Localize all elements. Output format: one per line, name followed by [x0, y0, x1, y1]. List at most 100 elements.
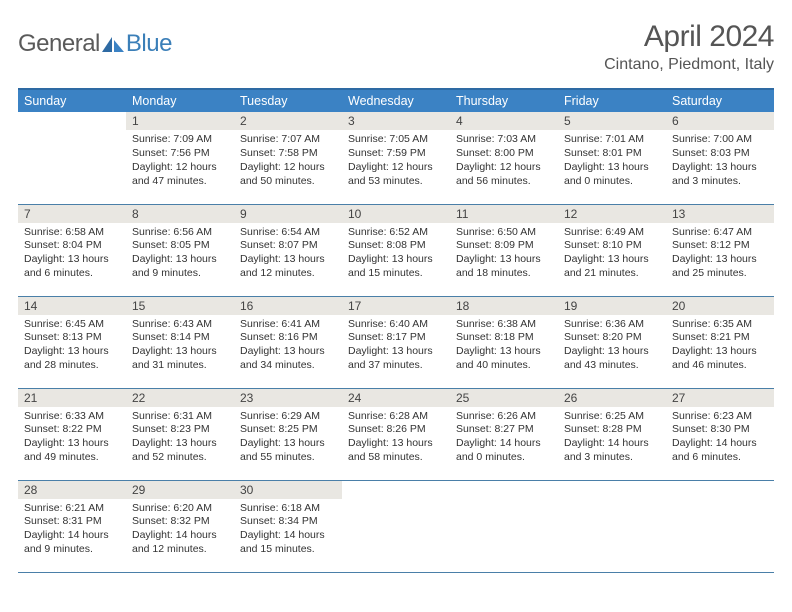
day-body: Sunrise: 6:50 AMSunset: 8:09 PMDaylight:…	[450, 223, 558, 284]
logo-word2: Blue	[126, 30, 172, 58]
location: Cintano, Piedmont, Italy	[604, 56, 774, 74]
day-body: Sunrise: 6:21 AMSunset: 8:31 PMDaylight:…	[18, 499, 126, 560]
day-body: Sunrise: 6:29 AMSunset: 8:25 PMDaylight:…	[234, 407, 342, 468]
day-number: 26	[558, 389, 666, 407]
day-body: Sunrise: 6:56 AMSunset: 8:05 PMDaylight:…	[126, 223, 234, 284]
weekday-header: Friday	[558, 89, 666, 112]
calendar-cell: 21Sunrise: 6:33 AMSunset: 8:22 PMDayligh…	[18, 388, 126, 480]
weekday-header: Thursday	[450, 89, 558, 112]
day-number: 9	[234, 205, 342, 223]
calendar-cell: 13Sunrise: 6:47 AMSunset: 8:12 PMDayligh…	[666, 204, 774, 296]
weekday-header: Tuesday	[234, 89, 342, 112]
calendar-cell: 27Sunrise: 6:23 AMSunset: 8:30 PMDayligh…	[666, 388, 774, 480]
day-number: 6	[666, 112, 774, 130]
day-number: 1	[126, 112, 234, 130]
day-body: Sunrise: 6:25 AMSunset: 8:28 PMDaylight:…	[558, 407, 666, 468]
day-body: Sunrise: 6:38 AMSunset: 8:18 PMDaylight:…	[450, 315, 558, 376]
calendar-cell: ..	[450, 480, 558, 572]
calendar-cell: 6Sunrise: 7:00 AMSunset: 8:03 PMDaylight…	[666, 112, 774, 204]
day-number: 17	[342, 297, 450, 315]
calendar-cell: ..	[342, 480, 450, 572]
day-number: 4	[450, 112, 558, 130]
day-number: 15	[126, 297, 234, 315]
day-body: Sunrise: 6:41 AMSunset: 8:16 PMDaylight:…	[234, 315, 342, 376]
day-body: Sunrise: 7:00 AMSunset: 8:03 PMDaylight:…	[666, 130, 774, 191]
calendar-cell: 2Sunrise: 7:07 AMSunset: 7:58 PMDaylight…	[234, 112, 342, 204]
calendar-cell: 15Sunrise: 6:43 AMSunset: 8:14 PMDayligh…	[126, 296, 234, 388]
day-body: Sunrise: 6:31 AMSunset: 8:23 PMDaylight:…	[126, 407, 234, 468]
day-number: 30	[234, 481, 342, 499]
day-number: 16	[234, 297, 342, 315]
header: General Blue April 2024 Cintano, Piedmon…	[18, 20, 774, 74]
logo: General Blue	[18, 30, 172, 58]
day-number: 25	[450, 389, 558, 407]
day-body: Sunrise: 6:35 AMSunset: 8:21 PMDaylight:…	[666, 315, 774, 376]
calendar-row: 21Sunrise: 6:33 AMSunset: 8:22 PMDayligh…	[18, 388, 774, 480]
day-number: 27	[666, 389, 774, 407]
day-body: Sunrise: 7:09 AMSunset: 7:56 PMDaylight:…	[126, 130, 234, 191]
calendar-cell: ..	[558, 480, 666, 572]
day-number: 13	[666, 205, 774, 223]
day-number: 5	[558, 112, 666, 130]
day-number: 3	[342, 112, 450, 130]
day-body: Sunrise: 7:05 AMSunset: 7:59 PMDaylight:…	[342, 130, 450, 191]
calendar-body: ..1Sunrise: 7:09 AMSunset: 7:56 PMDaylig…	[18, 112, 774, 572]
day-body: Sunrise: 6:54 AMSunset: 8:07 PMDaylight:…	[234, 223, 342, 284]
day-number: 21	[18, 389, 126, 407]
title-block: April 2024 Cintano, Piedmont, Italy	[604, 20, 774, 74]
calendar-cell: 29Sunrise: 6:20 AMSunset: 8:32 PMDayligh…	[126, 480, 234, 572]
day-body: Sunrise: 7:03 AMSunset: 8:00 PMDaylight:…	[450, 130, 558, 191]
day-body: Sunrise: 6:28 AMSunset: 8:26 PMDaylight:…	[342, 407, 450, 468]
day-number: 24	[342, 389, 450, 407]
weekday-header: Monday	[126, 89, 234, 112]
calendar-row: 7Sunrise: 6:58 AMSunset: 8:04 PMDaylight…	[18, 204, 774, 296]
calendar-cell: 23Sunrise: 6:29 AMSunset: 8:25 PMDayligh…	[234, 388, 342, 480]
day-body: Sunrise: 6:49 AMSunset: 8:10 PMDaylight:…	[558, 223, 666, 284]
calendar-cell: ..	[18, 112, 126, 204]
calendar-cell: 30Sunrise: 6:18 AMSunset: 8:34 PMDayligh…	[234, 480, 342, 572]
calendar-cell: 10Sunrise: 6:52 AMSunset: 8:08 PMDayligh…	[342, 204, 450, 296]
calendar-row: ..1Sunrise: 7:09 AMSunset: 7:56 PMDaylig…	[18, 112, 774, 204]
day-body: Sunrise: 7:07 AMSunset: 7:58 PMDaylight:…	[234, 130, 342, 191]
calendar-cell: 9Sunrise: 6:54 AMSunset: 8:07 PMDaylight…	[234, 204, 342, 296]
day-number: 8	[126, 205, 234, 223]
day-number: 11	[450, 205, 558, 223]
month-title: April 2024	[604, 20, 774, 54]
day-number: 29	[126, 481, 234, 499]
day-body: Sunrise: 6:43 AMSunset: 8:14 PMDaylight:…	[126, 315, 234, 376]
day-body: Sunrise: 6:58 AMSunset: 8:04 PMDaylight:…	[18, 223, 126, 284]
day-body: Sunrise: 6:40 AMSunset: 8:17 PMDaylight:…	[342, 315, 450, 376]
calendar-cell: 28Sunrise: 6:21 AMSunset: 8:31 PMDayligh…	[18, 480, 126, 572]
calendar-cell: 20Sunrise: 6:35 AMSunset: 8:21 PMDayligh…	[666, 296, 774, 388]
day-number: 14	[18, 297, 126, 315]
calendar-cell: 4Sunrise: 7:03 AMSunset: 8:00 PMDaylight…	[450, 112, 558, 204]
day-body: Sunrise: 6:45 AMSunset: 8:13 PMDaylight:…	[18, 315, 126, 376]
day-number: 10	[342, 205, 450, 223]
day-number: 7	[18, 205, 126, 223]
day-body: Sunrise: 6:52 AMSunset: 8:08 PMDaylight:…	[342, 223, 450, 284]
calendar-cell: 11Sunrise: 6:50 AMSunset: 8:09 PMDayligh…	[450, 204, 558, 296]
calendar-cell: 1Sunrise: 7:09 AMSunset: 7:56 PMDaylight…	[126, 112, 234, 204]
day-body: Sunrise: 6:20 AMSunset: 8:32 PMDaylight:…	[126, 499, 234, 560]
calendar-cell: 5Sunrise: 7:01 AMSunset: 8:01 PMDaylight…	[558, 112, 666, 204]
day-body: Sunrise: 6:26 AMSunset: 8:27 PMDaylight:…	[450, 407, 558, 468]
calendar-cell: 16Sunrise: 6:41 AMSunset: 8:16 PMDayligh…	[234, 296, 342, 388]
calendar-cell: 18Sunrise: 6:38 AMSunset: 8:18 PMDayligh…	[450, 296, 558, 388]
calendar-cell: ..	[666, 480, 774, 572]
calendar-table: Sunday Monday Tuesday Wednesday Thursday…	[18, 88, 774, 573]
day-number: 22	[126, 389, 234, 407]
calendar-cell: 14Sunrise: 6:45 AMSunset: 8:13 PMDayligh…	[18, 296, 126, 388]
day-body: Sunrise: 6:23 AMSunset: 8:30 PMDaylight:…	[666, 407, 774, 468]
day-body: Sunrise: 6:18 AMSunset: 8:34 PMDaylight:…	[234, 499, 342, 560]
calendar-cell: 19Sunrise: 6:36 AMSunset: 8:20 PMDayligh…	[558, 296, 666, 388]
day-body: Sunrise: 6:36 AMSunset: 8:20 PMDaylight:…	[558, 315, 666, 376]
calendar-row: 28Sunrise: 6:21 AMSunset: 8:31 PMDayligh…	[18, 480, 774, 572]
day-number: 2	[234, 112, 342, 130]
calendar-cell: 17Sunrise: 6:40 AMSunset: 8:17 PMDayligh…	[342, 296, 450, 388]
calendar-cell: 22Sunrise: 6:31 AMSunset: 8:23 PMDayligh…	[126, 388, 234, 480]
calendar-cell: 24Sunrise: 6:28 AMSunset: 8:26 PMDayligh…	[342, 388, 450, 480]
day-number: 28	[18, 481, 126, 499]
calendar-cell: 26Sunrise: 6:25 AMSunset: 8:28 PMDayligh…	[558, 388, 666, 480]
calendar-cell: 3Sunrise: 7:05 AMSunset: 7:59 PMDaylight…	[342, 112, 450, 204]
day-body: Sunrise: 6:33 AMSunset: 8:22 PMDaylight:…	[18, 407, 126, 468]
